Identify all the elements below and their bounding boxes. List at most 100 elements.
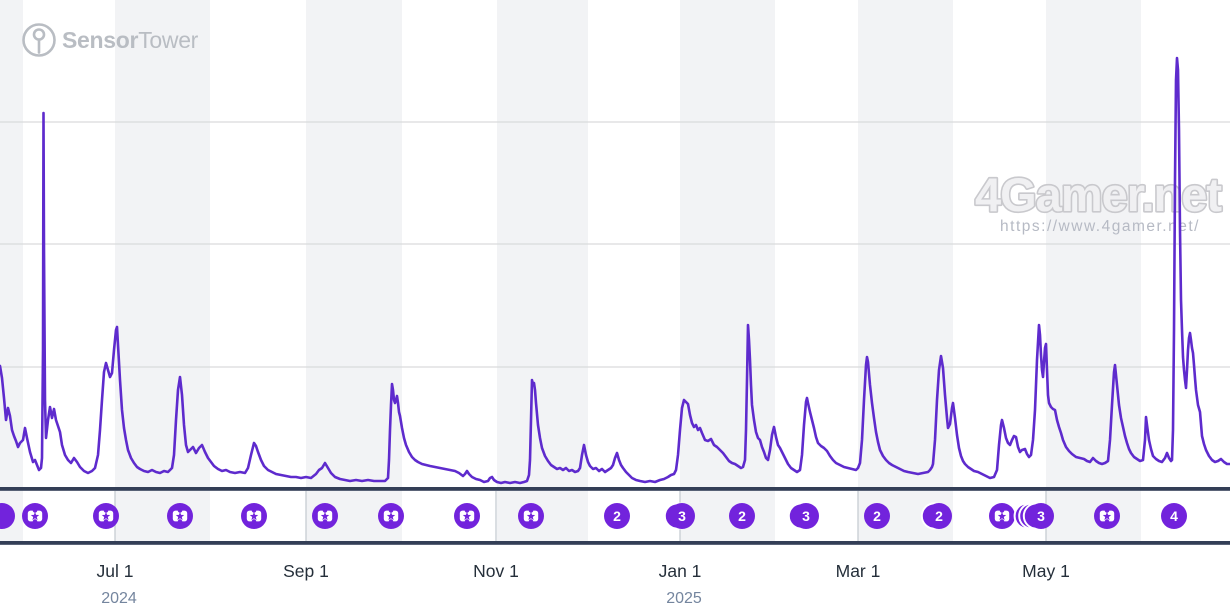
event-circle bbox=[0, 503, 15, 529]
month-stripe bbox=[210, 0, 306, 542]
event-count-label: 4 bbox=[1170, 508, 1178, 524]
month-stripe bbox=[115, 0, 210, 542]
event-count-label: 2 bbox=[738, 508, 746, 524]
event-marker-count[interactable]: 3 bbox=[1013, 502, 1054, 530]
event-marker-count[interactable]: 2 bbox=[864, 503, 890, 529]
logo-text-primary: Sensor bbox=[62, 27, 139, 53]
sensortower-logo: SensorTower bbox=[22, 23, 199, 57]
badge-notch bbox=[528, 519, 534, 524]
event-count-label: 2 bbox=[873, 508, 881, 524]
badge-notch bbox=[177, 519, 183, 524]
event-marker-count[interactable]: 3 bbox=[663, 502, 695, 530]
badge-notch bbox=[999, 519, 1005, 524]
star-icon bbox=[101, 512, 111, 520]
event-count-label: 3 bbox=[1037, 508, 1045, 524]
event-marker-star[interactable] bbox=[1094, 503, 1120, 529]
month-stripe bbox=[0, 0, 23, 542]
badge-notch bbox=[388, 508, 394, 513]
badge-notch bbox=[251, 508, 257, 513]
event-circle bbox=[864, 503, 890, 529]
event-marker-star[interactable] bbox=[312, 503, 338, 529]
event-marker-star[interactable] bbox=[241, 503, 267, 529]
event-circle bbox=[1028, 503, 1054, 529]
event-marker-star[interactable] bbox=[454, 503, 480, 529]
star-icon bbox=[320, 512, 330, 520]
logo-text-secondary: Tower bbox=[138, 27, 198, 53]
event-marker-star[interactable] bbox=[989, 503, 1015, 529]
x-axis-labels: Jul 1 2024 Sep 1 Nov 1 Jan 1 2025 Mar 1 May 1 bbox=[97, 561, 1070, 607]
event-marker-star[interactable] bbox=[93, 503, 119, 529]
star-icon bbox=[30, 512, 40, 520]
month-stripe bbox=[402, 0, 497, 542]
badge-notch bbox=[32, 519, 38, 524]
event-circle bbox=[1161, 503, 1187, 529]
badge-notch bbox=[251, 519, 257, 524]
watermark: 4Gamer.net https://www.4gamer.net/ bbox=[973, 166, 1225, 235]
event-markers: 2 3 2 3 2 2 3 4 bbox=[0, 502, 1187, 530]
event-count-label: 3 bbox=[802, 508, 810, 524]
svg-text:SensorTower: SensorTower bbox=[62, 27, 199, 53]
axis-month-label: Jan 1 bbox=[659, 561, 702, 581]
event-marker-star[interactable] bbox=[518, 503, 544, 529]
event-circle bbox=[793, 503, 819, 529]
axis-month-label: Mar 1 bbox=[836, 561, 881, 581]
axis-area-background bbox=[0, 542, 1230, 608]
badge-notch bbox=[32, 508, 38, 513]
star-icon bbox=[1102, 512, 1112, 520]
badge-notch bbox=[999, 508, 1005, 513]
badge-notch bbox=[528, 508, 534, 513]
star-icon bbox=[249, 512, 259, 520]
axis-month-label: Nov 1 bbox=[473, 561, 519, 581]
month-stripe bbox=[588, 0, 680, 542]
badge-notch bbox=[177, 508, 183, 513]
month-stripe bbox=[1141, 0, 1230, 542]
event-marker-star[interactable] bbox=[22, 503, 48, 529]
event-count-label: 2 bbox=[935, 508, 943, 524]
star-icon bbox=[997, 512, 1007, 520]
sensortower-icon bbox=[22, 23, 56, 57]
event-circle bbox=[669, 503, 695, 529]
badge-notch bbox=[322, 519, 328, 524]
gridlines bbox=[0, 121, 1230, 368]
event-marker-star[interactable] bbox=[378, 503, 404, 529]
star-icon bbox=[526, 512, 536, 520]
axis-month-label: May 1 bbox=[1022, 561, 1070, 581]
metric-line bbox=[0, 56, 1230, 485]
metric-line-layer bbox=[0, 56, 1230, 485]
badge-notch bbox=[464, 508, 470, 513]
event-circle bbox=[926, 503, 952, 529]
watermark-url: https://www.4gamer.net/ bbox=[1000, 218, 1200, 235]
event-marker-count[interactable]: 4 bbox=[1161, 503, 1187, 529]
month-stripe bbox=[23, 0, 115, 542]
event-marker-count[interactable] bbox=[0, 503, 15, 529]
event-circle bbox=[729, 503, 755, 529]
month-stripe bbox=[1046, 0, 1141, 542]
badge-notch bbox=[1104, 519, 1110, 524]
badge-notch bbox=[322, 508, 328, 513]
badge-notch bbox=[103, 508, 109, 513]
axis-year-label: 2024 bbox=[101, 590, 137, 607]
month-stripe bbox=[953, 0, 1046, 542]
watermark-title: 4Gamer.net bbox=[975, 168, 1222, 221]
event-marker-star[interactable] bbox=[167, 503, 193, 529]
event-circle bbox=[604, 503, 630, 529]
month-stripe bbox=[680, 0, 775, 542]
event-marker-count[interactable]: 2 bbox=[920, 502, 952, 530]
event-count-label: 2 bbox=[613, 508, 621, 524]
band-bottom-border bbox=[0, 541, 1230, 545]
event-count-label: 3 bbox=[678, 508, 686, 524]
badge-notch bbox=[1104, 508, 1110, 513]
star-icon bbox=[175, 512, 185, 520]
axis-month-label: Sep 1 bbox=[283, 561, 329, 581]
month-stripe bbox=[858, 0, 953, 542]
month-stripe bbox=[775, 0, 858, 542]
event-timeline-band bbox=[0, 487, 1230, 545]
event-marker-count[interactable]: 2 bbox=[604, 503, 630, 529]
badge-notch bbox=[103, 519, 109, 524]
event-marker-count[interactable]: 2 bbox=[729, 503, 755, 529]
event-marker-count[interactable]: 3 bbox=[787, 502, 819, 530]
badge-notch bbox=[388, 519, 394, 524]
